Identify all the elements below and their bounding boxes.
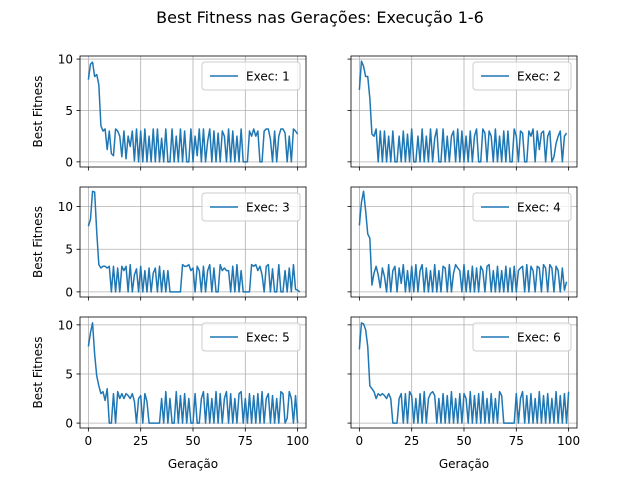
legend-label: Exec: 6 <box>517 331 561 345</box>
legend-box <box>201 61 301 91</box>
y-tick-label: 10 <box>58 318 73 332</box>
subplot-2: Exec: 2 <box>347 55 578 171</box>
x-axis-label: Geração <box>439 457 489 471</box>
y-tick-label: 0 <box>65 417 73 431</box>
x-tick-label: 0 <box>356 434 364 448</box>
legend-label: Exec: 4 <box>517 201 561 215</box>
series-line-3 <box>87 190 301 293</box>
x-tick-label: 75 <box>238 434 253 448</box>
y-tick-label: 0 <box>65 155 73 169</box>
legend-box <box>472 322 572 352</box>
series-line-2 <box>358 60 568 163</box>
legend-label: Exec: 5 <box>246 331 290 345</box>
y-axis-label: Best Fitness <box>31 206 45 278</box>
x-tick-label: 100 <box>557 434 580 448</box>
subplot-5: 0 25 50 75 100 0 5 10 Best Fitness Geração Exec: 5 <box>31 316 309 471</box>
y-tick-label: 5 <box>65 104 73 118</box>
x-tick-label: 50 <box>456 434 471 448</box>
legend-box <box>472 61 572 91</box>
series-line-5 <box>87 322 299 424</box>
chart-title: Best Fitness nas Gerações: Execução 1-6 <box>156 8 484 27</box>
subplot-6: 0 25 50 75 100 Geração Exec: 6 <box>347 316 580 471</box>
legend-box <box>201 322 301 352</box>
x-tick-label: 25 <box>404 434 419 448</box>
x-tick-label: 75 <box>509 434 524 448</box>
x-tick-label: 100 <box>286 434 309 448</box>
legend-box <box>201 192 301 222</box>
y-tick-label: 10 <box>58 53 73 67</box>
x-tick-label: 25 <box>133 434 148 448</box>
legend-label: Exec: 1 <box>246 70 290 84</box>
x-tick-label: 0 <box>85 434 93 448</box>
series-line-6 <box>358 322 570 424</box>
x-tick-label: 50 <box>185 434 200 448</box>
y-tick-label: 10 <box>58 200 73 214</box>
series-line-1 <box>87 61 299 163</box>
y-axis-label: Best Fitness <box>31 76 45 148</box>
legend-label: Exec: 2 <box>517 70 561 84</box>
y-tick-label: 0 <box>65 285 73 299</box>
series-line-4 <box>358 190 568 293</box>
subplot-4: Exec: 4 <box>347 186 578 301</box>
legend-box <box>472 192 572 222</box>
x-axis-label: Geração <box>168 457 218 471</box>
y-tick-label: 5 <box>65 243 73 257</box>
y-tick-label: 5 <box>65 367 73 381</box>
subplot-3: 0 5 10 Best Fitness Exec: 3 <box>31 186 307 301</box>
legend-label: Exec: 3 <box>246 201 290 215</box>
y-axis-label: Best Fitness <box>31 337 45 409</box>
subplot-1: 0 5 10 Best Fitness Exec: 1 <box>31 53 307 171</box>
